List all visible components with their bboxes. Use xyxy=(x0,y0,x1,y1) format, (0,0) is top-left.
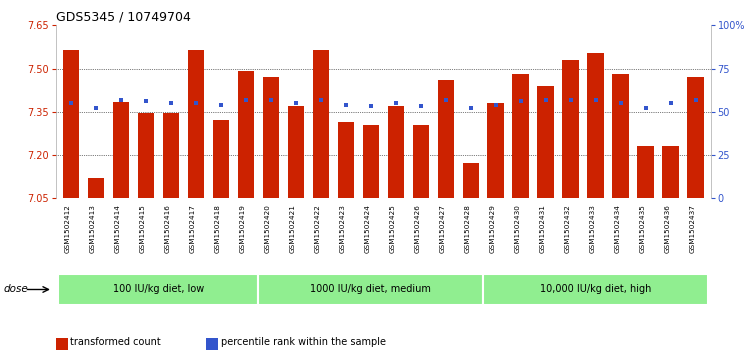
Bar xyxy=(662,146,679,198)
Bar xyxy=(138,113,154,198)
Text: GSM1502433: GSM1502433 xyxy=(589,204,595,253)
Bar xyxy=(88,178,104,198)
Bar xyxy=(638,146,654,198)
Text: GDS5345 / 10749704: GDS5345 / 10749704 xyxy=(56,11,190,24)
Text: GSM1502425: GSM1502425 xyxy=(390,204,396,253)
FancyBboxPatch shape xyxy=(58,274,258,305)
FancyBboxPatch shape xyxy=(258,274,483,305)
Bar xyxy=(513,74,529,198)
Bar xyxy=(263,77,279,198)
Text: GSM1502434: GSM1502434 xyxy=(615,204,620,253)
Text: GSM1502427: GSM1502427 xyxy=(440,204,446,253)
Bar xyxy=(463,163,478,198)
Bar xyxy=(687,77,704,198)
Bar xyxy=(362,125,379,198)
Bar xyxy=(163,113,179,198)
Text: 1000 IU/kg diet, medium: 1000 IU/kg diet, medium xyxy=(310,284,431,294)
Text: dose: dose xyxy=(4,285,28,294)
Bar xyxy=(112,102,129,198)
Text: GSM1502420: GSM1502420 xyxy=(265,204,271,253)
Text: GSM1502416: GSM1502416 xyxy=(164,204,171,253)
Text: GSM1502431: GSM1502431 xyxy=(539,204,545,253)
Text: 100 IU/kg diet, low: 100 IU/kg diet, low xyxy=(112,284,204,294)
Text: GSM1502419: GSM1502419 xyxy=(240,204,246,253)
Text: GSM1502423: GSM1502423 xyxy=(340,204,346,253)
Bar xyxy=(437,80,454,198)
Bar xyxy=(213,120,229,198)
Bar xyxy=(388,106,404,198)
Text: GSM1502415: GSM1502415 xyxy=(140,204,146,253)
Text: GSM1502424: GSM1502424 xyxy=(365,204,371,253)
Bar xyxy=(338,122,354,198)
Text: GSM1502412: GSM1502412 xyxy=(65,204,71,253)
Bar xyxy=(562,60,579,198)
Text: GSM1502429: GSM1502429 xyxy=(490,204,496,253)
Text: GSM1502436: GSM1502436 xyxy=(664,204,670,253)
Bar xyxy=(62,50,79,198)
Text: 10,000 IU/kg diet, high: 10,000 IU/kg diet, high xyxy=(540,284,651,294)
Text: GSM1502437: GSM1502437 xyxy=(690,204,696,253)
Bar xyxy=(537,86,554,198)
Text: GSM1502422: GSM1502422 xyxy=(315,204,321,253)
Bar xyxy=(187,50,204,198)
Bar xyxy=(412,125,429,198)
Text: GSM1502413: GSM1502413 xyxy=(90,204,96,253)
Text: GSM1502421: GSM1502421 xyxy=(289,204,295,253)
Text: GSM1502418: GSM1502418 xyxy=(215,204,221,253)
Text: GSM1502426: GSM1502426 xyxy=(414,204,420,253)
Text: GSM1502428: GSM1502428 xyxy=(464,204,471,253)
Bar xyxy=(206,338,218,350)
Bar xyxy=(288,106,304,198)
Text: GSM1502414: GSM1502414 xyxy=(115,204,121,253)
Text: GSM1502417: GSM1502417 xyxy=(190,204,196,253)
Bar xyxy=(312,50,329,198)
Text: GSM1502435: GSM1502435 xyxy=(640,204,646,253)
FancyBboxPatch shape xyxy=(483,274,708,305)
Bar xyxy=(588,53,603,198)
Bar xyxy=(237,72,254,198)
Text: percentile rank within the sample: percentile rank within the sample xyxy=(221,337,386,347)
Text: GSM1502432: GSM1502432 xyxy=(565,204,571,253)
Bar xyxy=(612,74,629,198)
Bar xyxy=(487,103,504,198)
Text: GSM1502430: GSM1502430 xyxy=(515,204,521,253)
Text: transformed count: transformed count xyxy=(70,337,161,347)
Bar xyxy=(56,338,68,350)
